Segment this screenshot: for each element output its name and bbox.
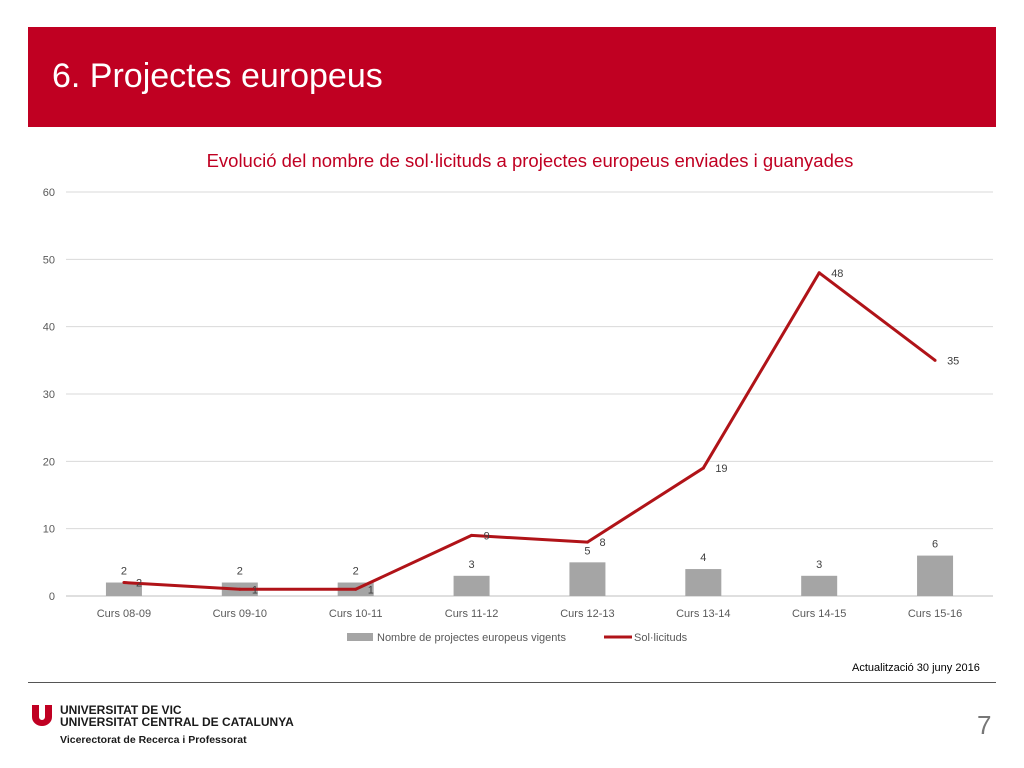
bar-data-label: 6 [932, 539, 938, 551]
line-data-label: 8 [599, 537, 605, 549]
chart: 0 10 20 30 40 50 60 Curs 08-09 Curs 09-10 Curs 10… [43, 187, 993, 644]
line-data-label: 9 [484, 530, 490, 542]
y-tick-label: 60 [43, 187, 55, 199]
y-tick-label: 0 [49, 591, 55, 603]
x-tick-label: Curs 09-10 [213, 608, 267, 620]
line-point [585, 540, 589, 544]
vicerectorat-label: Vicerectorat de Recerca i Professorat [60, 734, 247, 746]
chart-title: Evolució del nombre de sol·licituds a pr… [206, 150, 854, 171]
line-point [933, 358, 937, 362]
bar [685, 569, 722, 596]
bar-data-label: 3 [816, 559, 822, 571]
x-tick-label: Curs 11-12 [445, 608, 499, 620]
bar [917, 555, 954, 596]
bar-data-label: 5 [584, 545, 590, 557]
university-logo-icon [32, 705, 52, 726]
bar-data-label: 2 [237, 566, 243, 578]
x-tick-label: Curs 13-14 [676, 608, 730, 620]
y-tick-label: 20 [43, 456, 55, 468]
university-name-line1: UNIVERSITAT DE VIC [60, 703, 182, 717]
bar-data-label: 2 [121, 566, 127, 578]
y-tick-label: 30 [43, 389, 55, 401]
y-tick-label: 10 [43, 524, 55, 536]
x-tick-label: Curs 12-13 [560, 608, 614, 620]
footer-divider [28, 682, 996, 683]
update-note: Actualització 30 juny 2016 [852, 662, 980, 674]
bar [801, 575, 838, 596]
bar [569, 562, 606, 596]
bar-data-label: 4 [700, 552, 706, 564]
slide-title: 6. Projectes europeus [52, 57, 383, 95]
university-name-line2: UNIVERSITAT CENTRAL DE CATALUNYA [60, 715, 294, 729]
line-point [701, 466, 705, 470]
y-tick-label: 40 [43, 322, 55, 334]
x-tick-label: Curs 14-15 [792, 608, 846, 620]
line-data-label: 1 [368, 584, 374, 596]
line-data-label: 48 [831, 268, 843, 280]
x-tick-label: Curs 08-09 [97, 608, 151, 620]
page-number: 7 [977, 710, 992, 740]
line-point [817, 271, 821, 275]
line-point [470, 533, 474, 537]
line-data-label: 1 [252, 584, 258, 596]
line-point [238, 587, 242, 591]
line-point [122, 581, 126, 585]
bar-data-label: 2 [353, 566, 359, 578]
bar-data-label: 3 [469, 559, 475, 571]
legend-line-label: Sol·licituds [634, 632, 688, 644]
line-data-label: 35 [947, 355, 959, 367]
bar [105, 582, 142, 596]
bar [453, 575, 490, 596]
line-data-label: 2 [136, 578, 142, 590]
line-series-solicituds [123, 271, 936, 591]
line-point [354, 587, 358, 591]
line-data-label: 19 [715, 463, 727, 475]
title-banner: 6. Projectes europeus [28, 27, 996, 127]
y-tick-label: 50 [43, 254, 55, 266]
legend-bar-label: Nombre de projectes europeus vigents [377, 632, 566, 644]
legend-bar-swatch [347, 633, 373, 641]
x-tick-label: Curs 15-16 [908, 608, 962, 620]
x-tick-label: Curs 10-11 [329, 608, 383, 620]
